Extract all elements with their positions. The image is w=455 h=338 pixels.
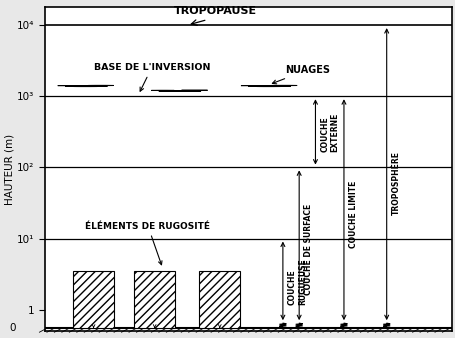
Text: ÉLÉMENTS DE RUGOSITÉ: ÉLÉMENTS DE RUGOSITÉ	[85, 221, 210, 265]
Text: TROPOPAUSE: TROPOPAUSE	[174, 6, 257, 16]
Y-axis label: HAUTEUR (m): HAUTEUR (m)	[4, 134, 14, 205]
Bar	[73, 271, 114, 328]
Text: 0: 0	[10, 323, 16, 333]
Text: BASE DE L'INVERSION: BASE DE L'INVERSION	[93, 63, 210, 91]
Text: COUCHE LIMITE: COUCHE LIMITE	[348, 180, 357, 248]
Text: TROPOSPHÈRE: TROPOSPHÈRE	[391, 151, 399, 215]
Text: COUCHE
RUGUEUSE: COUCHE RUGUEUSE	[287, 258, 307, 305]
Text: NUAGES: NUAGES	[272, 65, 329, 84]
Text: COUCHE
EXTERNE: COUCHE EXTERNE	[320, 113, 339, 152]
Text: COUCHE DE SURFACE: COUCHE DE SURFACE	[303, 204, 313, 295]
Bar	[134, 271, 175, 328]
Bar	[199, 271, 240, 328]
